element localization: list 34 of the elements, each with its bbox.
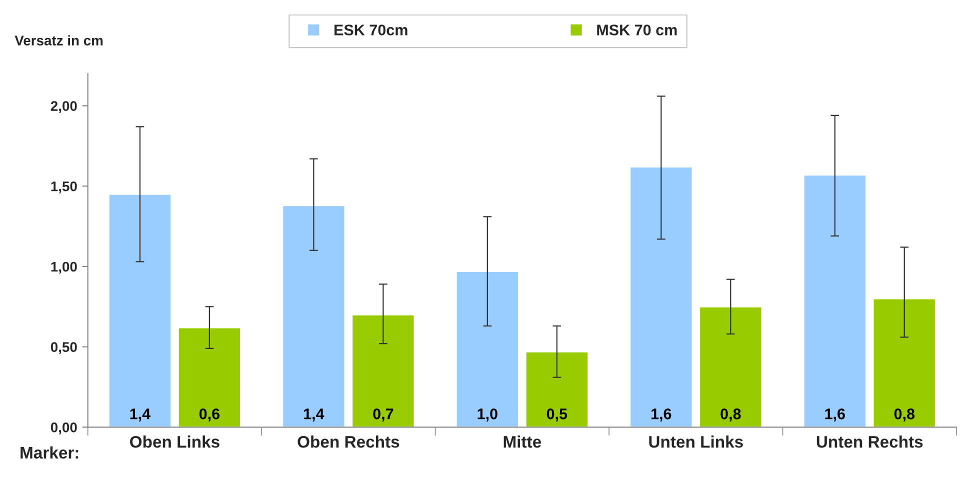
x-tick-label: Unten Rechts xyxy=(816,436,923,448)
bar xyxy=(282,204,346,428)
data-label: 0,7 xyxy=(373,408,394,422)
bar xyxy=(872,298,936,428)
data-label: 0,8 xyxy=(894,408,915,422)
legend-label: MSK 70 cm xyxy=(597,24,677,36)
x-axis-title: Marker: xyxy=(20,446,78,459)
data-label: 1,6 xyxy=(825,408,845,422)
bar xyxy=(629,166,694,428)
legend-label: ESK 70cm xyxy=(334,24,408,36)
x-tick-label: Unten Links xyxy=(649,436,743,448)
x-tick-label: Oben Rechts xyxy=(298,436,400,448)
y-tick-label: 2,00 xyxy=(50,101,77,113)
x-tick-label: Oben Links xyxy=(130,436,220,448)
data-label: 1,4 xyxy=(304,408,324,422)
bar xyxy=(524,350,589,428)
y-axis-title: Versatz in cm xyxy=(14,35,103,46)
y-tick-label: 0,00 xyxy=(50,422,77,434)
y-tick-label: 1,00 xyxy=(51,262,77,274)
data-label: 0,8 xyxy=(720,408,741,422)
bar xyxy=(802,174,867,428)
bar xyxy=(177,326,242,428)
y-tick-label: 0,50 xyxy=(50,342,77,354)
data-label: 1,0 xyxy=(478,408,498,422)
x-tick-label: Mitte xyxy=(504,436,542,448)
y-tick-label: 1,50 xyxy=(51,181,77,194)
data-label: 1,6 xyxy=(651,408,672,422)
data-label: 0,5 xyxy=(546,408,568,422)
bar xyxy=(698,306,763,428)
bar xyxy=(108,193,172,428)
data-label: 1,4 xyxy=(130,408,150,422)
data-label: 0,6 xyxy=(199,408,220,422)
bar xyxy=(351,314,416,428)
bar xyxy=(455,270,520,428)
